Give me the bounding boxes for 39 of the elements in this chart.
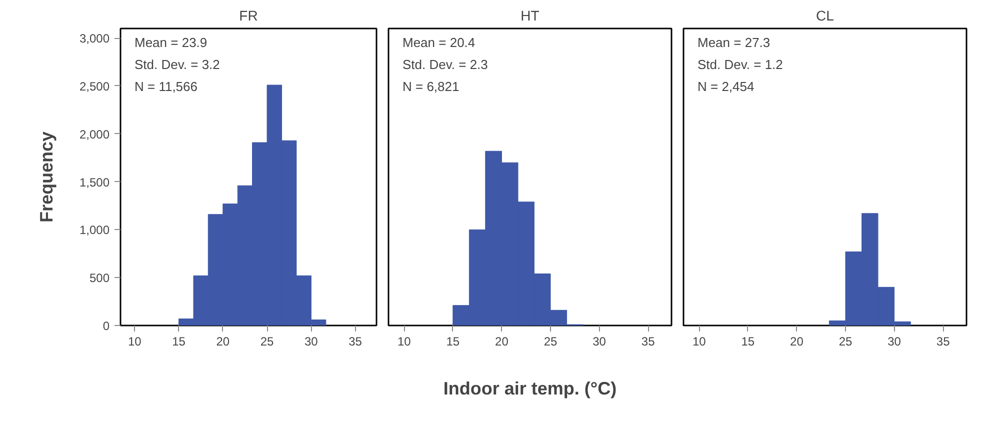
x-tick-label: 15	[446, 334, 460, 348]
y-tick-label: 2,000	[79, 127, 110, 142]
y-axis-title: Frequency	[36, 131, 56, 223]
x-tick-label: 15	[741, 334, 755, 348]
y-tick-label: 1,500	[79, 175, 110, 190]
x-tick-label: 10	[128, 334, 142, 348]
annotation: N = 11,566	[134, 79, 198, 94]
y-tick-label: 500	[89, 271, 110, 286]
x-tick-label: 25	[544, 334, 558, 348]
chart-title: HT	[520, 8, 540, 24]
y-tick-label: 0	[102, 319, 110, 333]
y-tick-label: 2,500	[79, 79, 110, 94]
y-tick-label: 1,000	[79, 223, 110, 238]
x-tick-label: 30	[304, 334, 318, 348]
annotation: Std. Dev. = 3.2	[134, 57, 220, 72]
x-tick-label: 35	[936, 334, 950, 348]
annotation: Mean = 20.4	[402, 35, 476, 50]
x-tick-label: 10	[397, 334, 412, 348]
x-tick-label: 20	[790, 334, 804, 348]
x-tick-label: 30	[888, 334, 902, 348]
x-tick-label: 35	[641, 334, 656, 348]
annotation: Std. Dev. = 2.3	[402, 57, 488, 72]
chart-title: FR	[239, 8, 258, 24]
annotation: Mean = 27.3	[698, 35, 770, 50]
annotation: N = 2,454	[698, 79, 754, 94]
x-tick-label: 10	[692, 334, 706, 348]
x-axis-title: Indoor air temp. (°C)	[443, 378, 617, 398]
x-tick-label: 35	[348, 334, 362, 348]
x-tick-label: 15	[172, 334, 186, 348]
y-tick-label: 3,000	[79, 32, 110, 46]
annotation: Mean = 23.9	[134, 35, 208, 50]
x-tick-label: 25	[260, 334, 274, 348]
annotation: N = 6,821	[402, 79, 460, 94]
x-tick-label: 20	[216, 334, 230, 348]
x-tick-label: 20	[495, 334, 509, 348]
chart-title: CL	[816, 8, 834, 24]
annotation: Std. Dev. = 1.2	[698, 57, 783, 72]
x-tick-label: 25	[838, 334, 852, 348]
x-tick-label: 30	[592, 334, 606, 348]
